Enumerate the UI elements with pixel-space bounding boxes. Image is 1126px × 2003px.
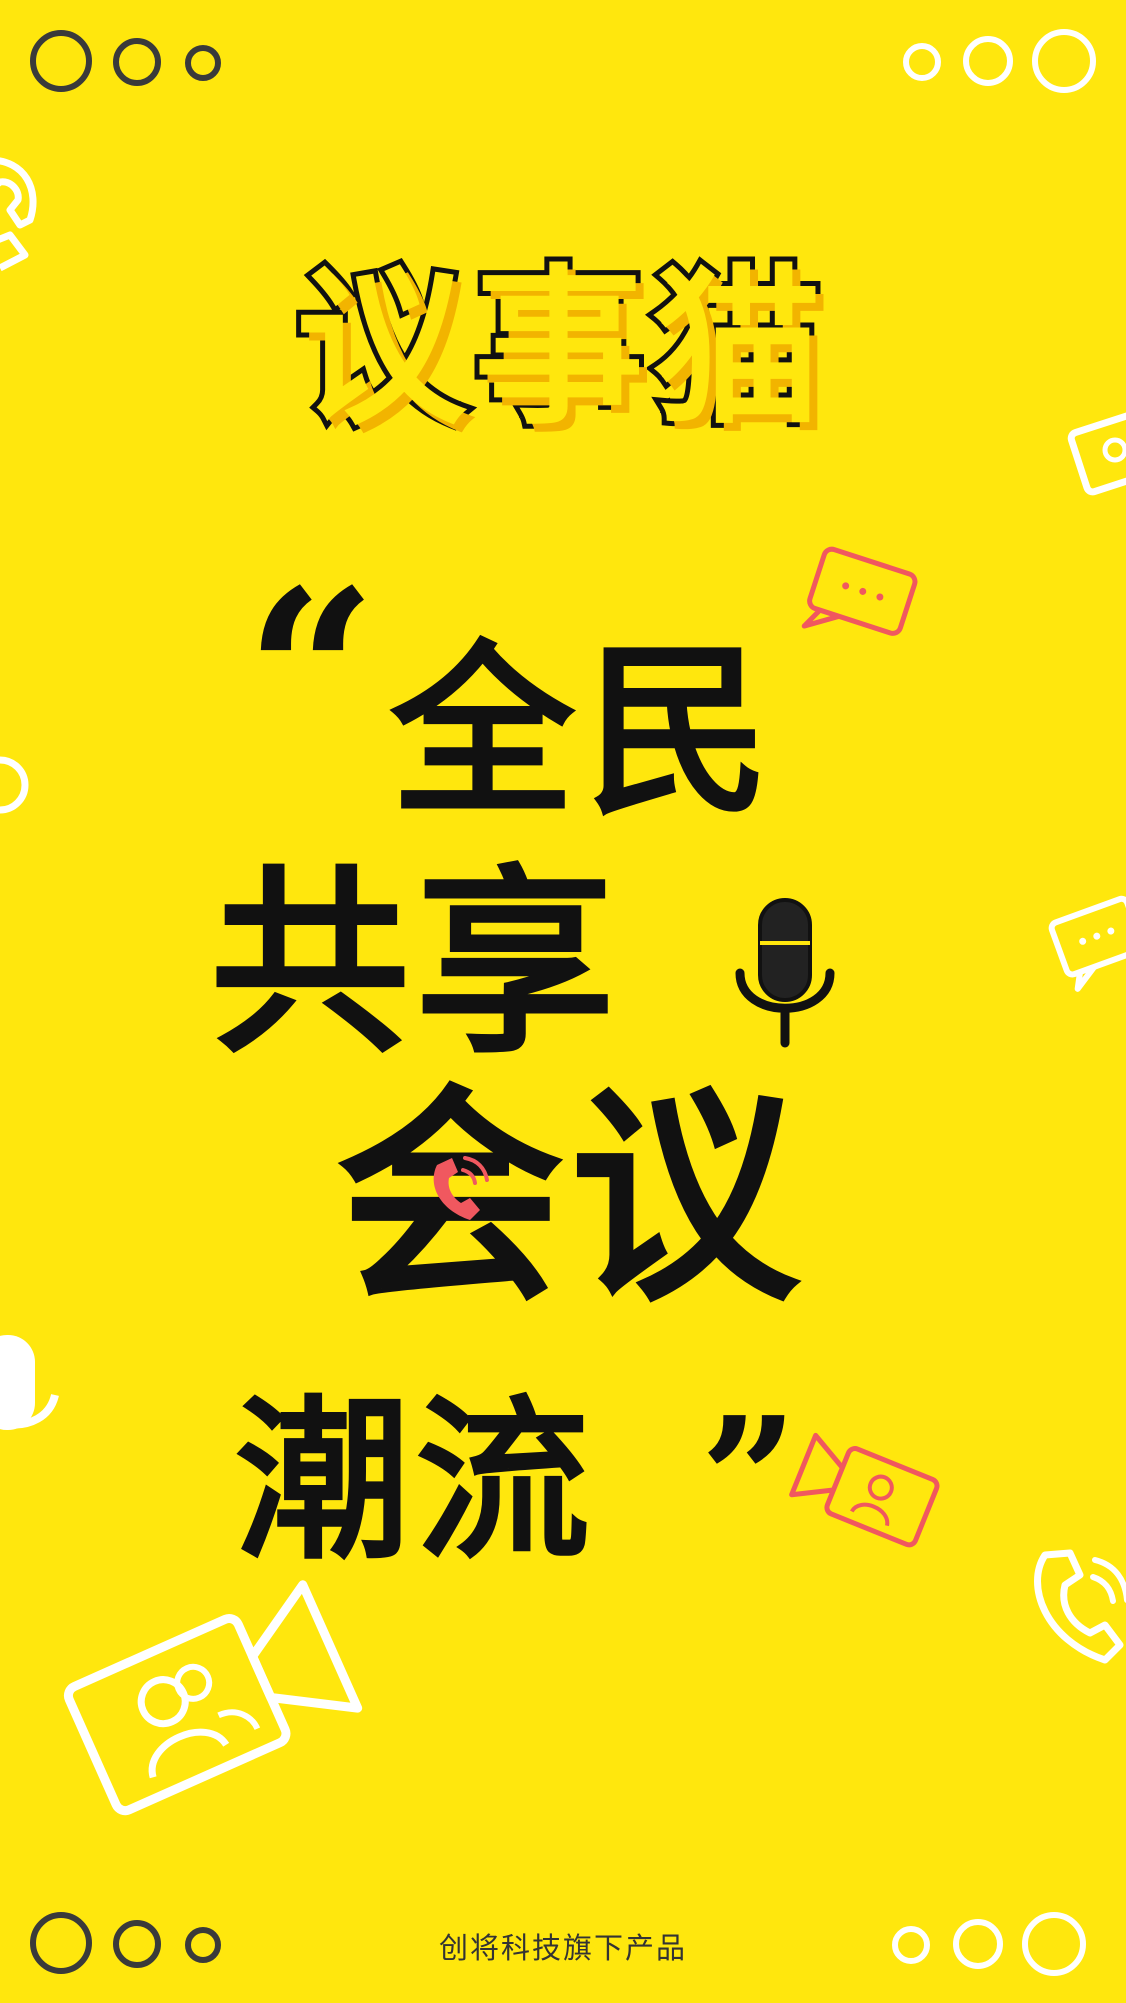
ring-decoration bbox=[30, 1912, 92, 1974]
video-camera-icon bbox=[1067, 407, 1126, 496]
phone-icon bbox=[1034, 1549, 1126, 1664]
phone-icon bbox=[433, 1156, 489, 1220]
chat-bubble-icon bbox=[801, 546, 918, 636]
ring-decoration bbox=[892, 1926, 930, 1964]
slogan-line-1: 全民 bbox=[390, 624, 780, 840]
ring-decoration bbox=[963, 36, 1013, 86]
ring-decoration bbox=[1022, 1912, 1086, 1976]
close-quote: ” bbox=[700, 1380, 798, 1580]
ring-decoration bbox=[903, 43, 941, 81]
chat-bubble-icon bbox=[1048, 895, 1126, 992]
open-quote: “ bbox=[245, 540, 378, 810]
ring-decoration bbox=[953, 1919, 1003, 1969]
slogan-line-3: 会议 bbox=[335, 1066, 806, 1333]
ring-decoration bbox=[113, 1920, 161, 1968]
phone-icon bbox=[0, 157, 37, 272]
ring-decoration bbox=[1032, 29, 1096, 93]
ring-decoration bbox=[113, 38, 161, 86]
video-camera-icon bbox=[789, 1432, 940, 1548]
dot-ring-icon bbox=[0, 756, 29, 814]
ring-decoration bbox=[30, 30, 92, 92]
ring-decoration bbox=[185, 1927, 221, 1963]
footer-credit: 创将科技旗下产品 bbox=[438, 1931, 687, 1965]
ring-decoration bbox=[185, 45, 221, 81]
microphone-icon bbox=[0, 1335, 59, 1430]
video-camera-icon bbox=[63, 1580, 363, 1816]
slogan-line-2: 共享 bbox=[210, 848, 621, 1081]
microphone-icon bbox=[735, 898, 835, 1048]
slogan-line-4: 潮流 bbox=[235, 1381, 595, 1584]
app-logo: 议事猫 bbox=[291, 245, 830, 453]
